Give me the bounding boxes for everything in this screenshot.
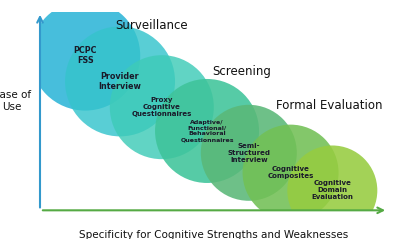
Text: Adaptive/
Functional/
Behavioral
Questionnaires: Adaptive/ Functional/ Behavioral Questio… xyxy=(180,120,234,142)
Text: Cognitive
Domain
Evaluation: Cognitive Domain Evaluation xyxy=(311,180,353,201)
Text: Ease of
Use: Ease of Use xyxy=(0,90,31,112)
Text: Proxy
Cognitive
Questionnaires: Proxy Cognitive Questionnaires xyxy=(132,97,192,117)
Ellipse shape xyxy=(110,55,214,159)
Ellipse shape xyxy=(201,105,297,201)
Ellipse shape xyxy=(287,146,377,235)
Text: PCPC
FSS: PCPC FSS xyxy=(74,46,97,65)
Ellipse shape xyxy=(155,79,259,183)
Text: Provider
Interview: Provider Interview xyxy=(99,72,142,91)
Text: Formal Evaluation: Formal Evaluation xyxy=(276,99,382,112)
Text: Specificity for Cognitive Strengths and Weaknesses: Specificity for Cognitive Strengths and … xyxy=(79,230,349,239)
Text: Cognitive
Composites: Cognitive Composites xyxy=(267,166,314,179)
Text: Semi-
Structured
Interview: Semi- Structured Interview xyxy=(227,143,270,163)
Text: Screening: Screening xyxy=(212,65,271,78)
Ellipse shape xyxy=(242,125,338,221)
Ellipse shape xyxy=(30,0,140,111)
Ellipse shape xyxy=(65,26,175,136)
Text: Surveillance: Surveillance xyxy=(115,19,188,32)
